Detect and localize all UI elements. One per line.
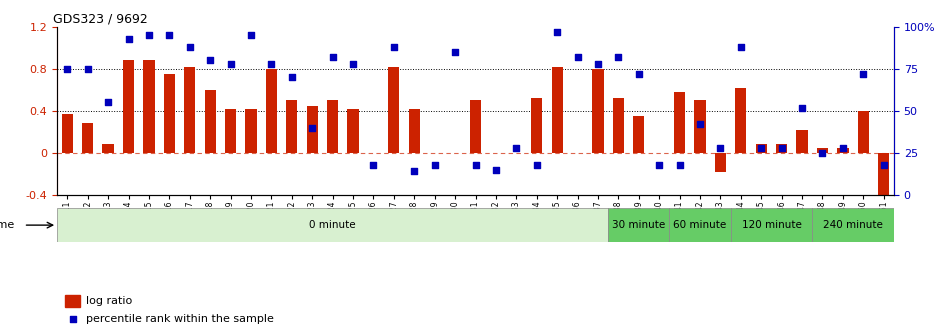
- Point: [162, 33, 177, 38]
- Bar: [470, 100, 481, 153]
- Bar: [837, 148, 848, 153]
- Point: [345, 61, 360, 67]
- Bar: [347, 109, 359, 153]
- Bar: [103, 144, 114, 153]
- Point: [876, 162, 891, 167]
- Bar: [812, 208, 894, 242]
- Bar: [327, 100, 339, 153]
- Bar: [858, 111, 869, 153]
- Bar: [123, 60, 134, 153]
- Text: 0 minute: 0 minute: [309, 220, 356, 230]
- Bar: [694, 100, 706, 153]
- Point: [304, 125, 320, 130]
- Bar: [612, 98, 624, 153]
- Bar: [878, 153, 889, 211]
- Point: [672, 162, 688, 167]
- Point: [448, 49, 463, 55]
- Bar: [164, 74, 175, 153]
- Bar: [817, 148, 828, 153]
- Bar: [633, 116, 645, 153]
- Text: 30 minute: 30 minute: [612, 220, 666, 230]
- Bar: [66, 295, 81, 307]
- Point: [570, 54, 585, 60]
- Point: [550, 29, 565, 35]
- Point: [223, 61, 238, 67]
- Bar: [531, 98, 542, 153]
- Bar: [245, 109, 257, 153]
- Point: [794, 105, 809, 110]
- Bar: [306, 106, 318, 153]
- Text: percentile rank within the sample: percentile rank within the sample: [87, 314, 274, 324]
- Point: [468, 162, 483, 167]
- Point: [774, 145, 789, 151]
- Point: [692, 122, 708, 127]
- Bar: [144, 60, 154, 153]
- Text: 60 minute: 60 minute: [673, 220, 727, 230]
- Point: [427, 162, 442, 167]
- Bar: [609, 208, 670, 242]
- Bar: [286, 100, 298, 153]
- Bar: [715, 153, 726, 172]
- Point: [142, 33, 157, 38]
- Bar: [62, 114, 73, 153]
- Point: [488, 167, 503, 172]
- Point: [284, 75, 300, 80]
- Text: GDS323 / 9692: GDS323 / 9692: [53, 13, 147, 26]
- Bar: [409, 109, 420, 153]
- Point: [121, 36, 136, 41]
- Point: [815, 150, 830, 156]
- Bar: [730, 208, 812, 242]
- Point: [407, 169, 422, 174]
- Point: [386, 44, 401, 50]
- Bar: [776, 144, 787, 153]
- Point: [60, 66, 75, 72]
- Point: [835, 145, 850, 151]
- Point: [651, 162, 667, 167]
- Point: [733, 44, 748, 50]
- Bar: [265, 69, 277, 153]
- Point: [263, 61, 279, 67]
- Point: [243, 33, 259, 38]
- Bar: [552, 67, 563, 153]
- Bar: [204, 90, 216, 153]
- Text: 120 minute: 120 minute: [742, 220, 802, 230]
- Bar: [670, 208, 730, 242]
- Point: [101, 100, 116, 105]
- Bar: [592, 69, 604, 153]
- Point: [713, 145, 728, 151]
- Point: [80, 66, 95, 72]
- Point: [325, 54, 340, 60]
- Bar: [797, 130, 807, 153]
- Bar: [57, 208, 609, 242]
- Point: [509, 145, 524, 151]
- Point: [203, 58, 218, 63]
- Point: [611, 54, 626, 60]
- Bar: [735, 88, 747, 153]
- Point: [366, 162, 381, 167]
- Point: [591, 61, 606, 67]
- Point: [529, 162, 544, 167]
- Point: [66, 317, 81, 322]
- Text: time: time: [0, 220, 15, 230]
- Point: [631, 71, 647, 77]
- Text: 240 minute: 240 minute: [824, 220, 883, 230]
- Bar: [82, 124, 93, 153]
- Bar: [756, 144, 767, 153]
- Bar: [184, 67, 195, 153]
- Point: [753, 145, 768, 151]
- Point: [183, 44, 198, 50]
- Point: [856, 71, 871, 77]
- Bar: [225, 109, 236, 153]
- Bar: [388, 67, 399, 153]
- Bar: [674, 92, 686, 153]
- Text: log ratio: log ratio: [87, 296, 132, 306]
